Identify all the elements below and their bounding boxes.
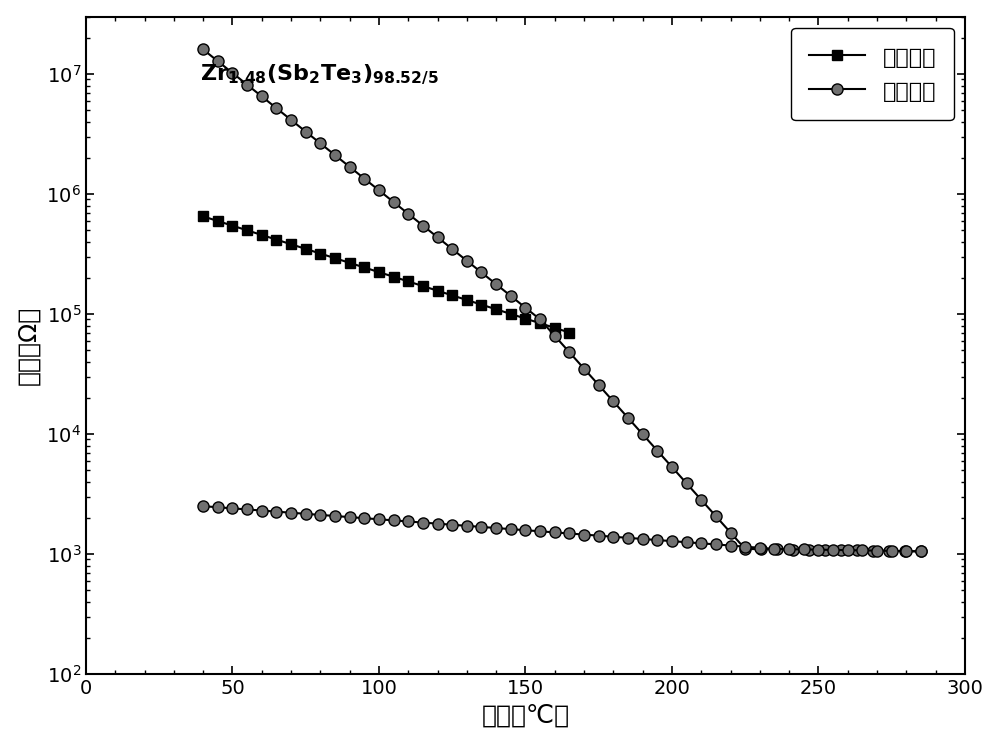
Text: $\mathregular{Zr_{1.48}(Sb_2Te_3)_{98.52/5}}$: $\mathregular{Zr_{1.48}(Sb_2Te_3)_{98.52… [200, 62, 439, 87]
晶粒长大 [725, 528, 737, 537]
晶粒长大 [835, 546, 847, 555]
晶粒长大 [883, 547, 895, 556]
晶粒长大 [803, 545, 815, 554]
晶粒长大 [505, 292, 517, 301]
晶粒成核 [563, 328, 575, 337]
晶粒长大 [637, 430, 649, 439]
晶粒成核 [373, 268, 385, 277]
晶粒长大 [388, 198, 400, 207]
晶粒长大 [197, 45, 209, 54]
晶粒成核 [446, 291, 458, 300]
晶粒长大 [212, 57, 224, 65]
晶粒成核 [344, 258, 356, 267]
晶粒长大 [787, 545, 799, 554]
晶粒长大 [755, 545, 767, 554]
晶粒成核 [358, 263, 370, 272]
晶粒长大 [241, 80, 253, 89]
晶粒成核 [432, 286, 444, 295]
Line: 晶粒长大: 晶粒长大 [198, 44, 927, 557]
晶粒长大 [490, 280, 502, 289]
晶粒长大 [915, 547, 927, 556]
晶粒长大 [358, 174, 370, 183]
晶粒长大 [899, 547, 911, 556]
晶粒长大 [771, 545, 783, 554]
晶粒长大 [695, 496, 707, 504]
晶粒成核 [388, 272, 400, 281]
晶粒成核 [300, 245, 312, 254]
晶粒长大 [549, 331, 561, 340]
晶粒长大 [681, 479, 693, 488]
晶粒成核 [549, 324, 561, 333]
晶粒长大 [578, 364, 590, 373]
Line: 晶粒成核: 晶粒成核 [198, 211, 574, 337]
晶粒成核 [417, 281, 429, 290]
晶粒成核 [329, 254, 341, 263]
晶粒长大 [519, 304, 531, 312]
晶粒长大 [344, 162, 356, 171]
Legend: 晶粒成核, 晶粒长大: 晶粒成核, 晶粒长大 [791, 28, 954, 121]
Y-axis label: 电阻（Ω）: 电阻（Ω） [17, 306, 41, 385]
晶粒长大 [666, 463, 678, 472]
晶粒长大 [446, 245, 458, 254]
晶粒长大 [270, 103, 282, 112]
晶粒成核 [241, 226, 253, 235]
晶粒长大 [285, 115, 297, 124]
晶粒成核 [505, 310, 517, 318]
晶粒成核 [270, 235, 282, 244]
晶粒成核 [490, 305, 502, 314]
晶粒成核 [212, 217, 224, 225]
晶粒长大 [475, 268, 487, 277]
晶粒长大 [851, 546, 863, 555]
晶粒成核 [226, 221, 238, 230]
晶粒长大 [651, 446, 663, 455]
晶粒成核 [461, 295, 473, 304]
晶粒长大 [432, 233, 444, 242]
晶粒长大 [373, 186, 385, 195]
晶粒成核 [314, 249, 326, 258]
晶粒长大 [300, 127, 312, 136]
晶粒长大 [867, 546, 879, 555]
晶粒长大 [563, 347, 575, 356]
晶粒成核 [402, 277, 414, 286]
晶粒成核 [519, 314, 531, 323]
晶粒成核 [285, 240, 297, 248]
晶粒成核 [475, 300, 487, 309]
晶粒长大 [593, 380, 605, 389]
X-axis label: 温度（℃）: 温度（℃） [481, 703, 569, 728]
晶粒成核 [534, 318, 546, 327]
晶粒长大 [402, 209, 414, 218]
晶粒长大 [607, 397, 619, 406]
晶粒长大 [534, 315, 546, 324]
晶粒长大 [710, 512, 722, 521]
晶粒长大 [256, 92, 268, 101]
晶粒长大 [461, 256, 473, 265]
晶粒长大 [329, 150, 341, 159]
晶粒长大 [314, 139, 326, 148]
晶粒长大 [739, 545, 751, 554]
晶粒长大 [226, 68, 238, 77]
晶粒成核 [197, 212, 209, 221]
晶粒长大 [417, 221, 429, 230]
晶粒成核 [256, 231, 268, 240]
晶粒长大 [819, 545, 831, 554]
晶粒长大 [622, 414, 634, 423]
